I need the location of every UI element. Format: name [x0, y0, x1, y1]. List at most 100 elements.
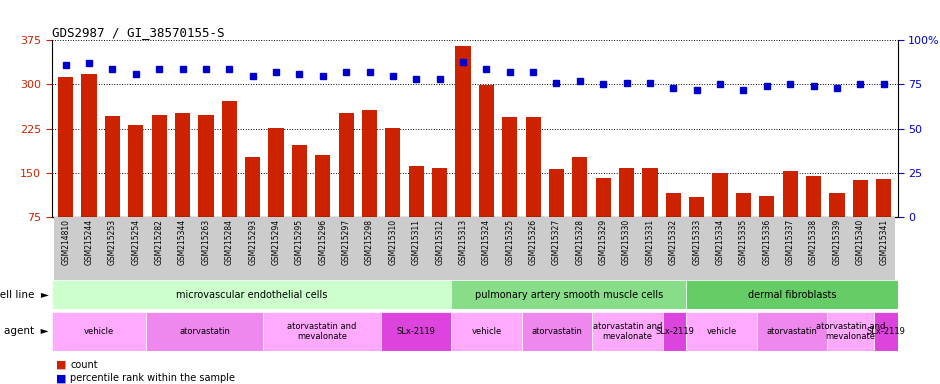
Bar [755, 217, 778, 292]
Text: GSM215333: GSM215333 [692, 219, 701, 265]
Bar [757, 312, 827, 351]
Text: dermal fibroblasts: dermal fibroblasts [747, 290, 837, 300]
Bar [198, 114, 213, 261]
Text: GSM215311: GSM215311 [412, 219, 421, 265]
Bar [291, 144, 307, 261]
Text: vehicle: vehicle [706, 327, 737, 336]
Bar [568, 217, 591, 292]
Bar [362, 110, 377, 261]
Bar [686, 312, 757, 351]
Bar [54, 217, 77, 292]
Text: GSM215295: GSM215295 [295, 219, 304, 265]
Bar [806, 176, 822, 261]
Text: GSM214810: GSM214810 [61, 219, 70, 265]
Bar [77, 217, 101, 292]
Bar [148, 217, 171, 292]
Text: GSM215338: GSM215338 [809, 219, 818, 265]
Text: GSM215344: GSM215344 [178, 219, 187, 265]
Bar [338, 113, 353, 261]
Bar [591, 217, 615, 292]
Bar [498, 217, 522, 292]
Bar [731, 217, 755, 292]
Bar [288, 217, 311, 292]
Bar [686, 280, 898, 309]
Text: GSM215293: GSM215293 [248, 219, 258, 265]
Bar [478, 85, 494, 261]
Bar [545, 217, 568, 292]
Text: atorvastatin: atorvastatin [179, 327, 230, 336]
Bar [689, 197, 704, 261]
Text: GSM215254: GSM215254 [132, 219, 140, 265]
Bar [802, 217, 825, 292]
Bar [642, 167, 658, 261]
Text: atorvastatin: atorvastatin [766, 327, 818, 336]
Bar [502, 118, 517, 261]
Text: vehicle: vehicle [84, 327, 114, 336]
Bar [592, 312, 663, 351]
Text: agent  ►: agent ► [5, 326, 49, 336]
Text: SLx-2119: SLx-2119 [655, 327, 694, 336]
Text: GDS2987 / GI_38570155-S: GDS2987 / GI_38570155-S [52, 26, 225, 39]
Text: GSM215294: GSM215294 [272, 219, 280, 265]
Text: microvascular endothelial cells: microvascular endothelial cells [176, 290, 327, 300]
Text: GSM215282: GSM215282 [155, 219, 164, 265]
Text: GSM215334: GSM215334 [715, 219, 725, 265]
Bar [245, 157, 260, 261]
Text: GSM215326: GSM215326 [528, 219, 538, 265]
Text: atorvastatin: atorvastatin [531, 327, 583, 336]
Bar [849, 217, 872, 292]
Bar [381, 312, 451, 351]
Bar [853, 180, 868, 261]
Bar [451, 217, 475, 292]
Text: GSM215312: GSM215312 [435, 219, 444, 265]
Text: atorvastatin and
mevalonate: atorvastatin and mevalonate [593, 322, 662, 341]
Text: GSM215331: GSM215331 [646, 219, 654, 265]
Bar [783, 171, 798, 261]
Text: GSM215325: GSM215325 [506, 219, 514, 265]
Text: GSM215339: GSM215339 [833, 219, 841, 265]
Bar [195, 217, 218, 292]
Text: GSM215332: GSM215332 [669, 219, 678, 265]
Text: pulmonary artery smooth muscle cells: pulmonary artery smooth muscle cells [475, 290, 663, 300]
Text: GSM215341: GSM215341 [879, 219, 888, 265]
Bar [522, 217, 545, 292]
Bar [872, 217, 896, 292]
Text: GSM215263: GSM215263 [201, 219, 211, 265]
Bar [615, 217, 638, 292]
Bar [58, 77, 73, 261]
Bar [404, 217, 428, 292]
Bar [146, 312, 263, 351]
Text: GSM215284: GSM215284 [225, 219, 234, 265]
Bar [638, 217, 662, 292]
Text: GSM215298: GSM215298 [365, 219, 374, 265]
Text: percentile rank within the sample: percentile rank within the sample [70, 373, 236, 383]
Bar [876, 179, 891, 261]
Bar [428, 217, 451, 292]
Bar [263, 312, 381, 351]
Bar [451, 312, 522, 351]
Text: GSM215313: GSM215313 [459, 219, 467, 265]
Text: GSM215336: GSM215336 [762, 219, 772, 265]
Text: GSM215337: GSM215337 [786, 219, 794, 265]
Text: SLx-2119: SLx-2119 [867, 327, 905, 336]
Bar [101, 217, 124, 292]
Text: SLx-2119: SLx-2119 [397, 327, 435, 336]
Bar [709, 217, 731, 292]
Bar [175, 113, 190, 261]
Bar [151, 114, 166, 261]
Bar [596, 178, 611, 261]
Bar [124, 217, 148, 292]
Text: GSM215244: GSM215244 [85, 219, 94, 265]
Text: atorvastatin and
mevalonate: atorvastatin and mevalonate [816, 322, 885, 341]
Bar [522, 312, 592, 351]
Text: GSM215330: GSM215330 [622, 219, 631, 265]
Text: ■: ■ [56, 360, 67, 370]
Text: GSM215329: GSM215329 [599, 219, 608, 265]
Bar [451, 280, 686, 309]
Bar [827, 312, 874, 351]
Text: atorvastatin and
mevalonate: atorvastatin and mevalonate [288, 322, 356, 341]
Text: ■: ■ [56, 373, 67, 383]
Bar [455, 46, 471, 261]
Bar [829, 193, 844, 261]
Text: GSM215253: GSM215253 [108, 219, 117, 265]
